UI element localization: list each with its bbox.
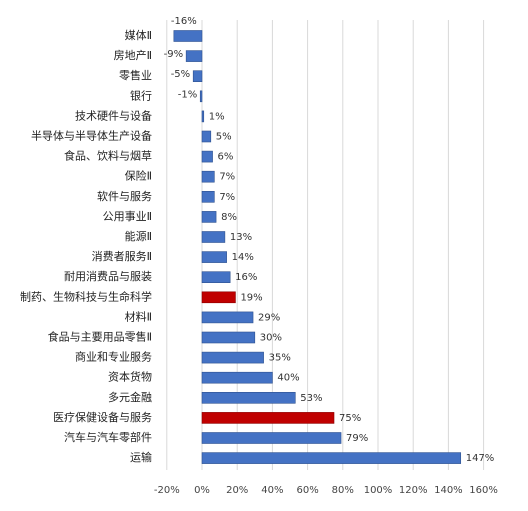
x-tick-label: 160% (469, 485, 498, 496)
bar (201, 391, 296, 404)
bar (201, 130, 212, 143)
category-label: 资本货物 (108, 370, 152, 384)
category-label: 零售业 (119, 68, 152, 82)
bar (201, 170, 215, 183)
bar (201, 110, 205, 123)
bar (173, 30, 203, 42)
x-tick-label: 60% (296, 485, 318, 496)
category-label: 食品、饮料与烟草 (64, 149, 152, 163)
category-label: 技术硬件与设备 (75, 108, 152, 122)
value-label: 14% (232, 252, 254, 263)
value-label: 19% (240, 292, 262, 303)
category-label: 银行 (130, 88, 152, 102)
value-label: 16% (235, 272, 257, 283)
value-label: 5% (216, 132, 232, 143)
x-tick-label: 80% (332, 485, 354, 496)
category-label: 半导体与半导体生产设备 (31, 129, 152, 143)
category-label: 能源Ⅱ (125, 229, 152, 243)
value-label: -9% (164, 49, 183, 60)
bars (173, 30, 462, 464)
category-label: 公用事业Ⅱ (103, 210, 152, 223)
bar (185, 50, 203, 62)
bar (201, 231, 226, 243)
value-label: 7% (219, 172, 235, 183)
value-label: 29% (258, 312, 280, 323)
bar (201, 432, 342, 444)
bar (192, 70, 203, 82)
x-tick-label: 140% (434, 485, 463, 496)
value-label: 13% (230, 232, 252, 243)
category-label: 运输 (130, 450, 152, 464)
value-label: 1% (209, 111, 225, 122)
x-tick-label: 0% (194, 485, 210, 496)
bar (201, 452, 462, 464)
bar (201, 331, 256, 344)
value-label: 53% (300, 393, 322, 404)
value-label: 40% (277, 373, 299, 384)
x-axis-ticks: -20% 0% 20% 40% 60% 80% 100% 120% 140% 160% (154, 485, 498, 496)
bar (201, 291, 236, 304)
x-tick-label: 100% (364, 485, 393, 496)
bar (201, 211, 217, 223)
value-label: 79% (346, 433, 368, 444)
bar (201, 150, 213, 163)
value-label: -1% (178, 89, 197, 100)
category-label: 材料Ⅱ (125, 309, 152, 323)
value-label: 35% (269, 353, 291, 364)
value-label: 7% (219, 192, 235, 203)
category-label: 汽车与汽车零部件 (64, 430, 152, 444)
category-labels: 媒体Ⅱ 房地产Ⅱ 零售业银行技术硬件与设备半导体与半导体生产设备食品、饮料与烟草保险… (20, 28, 152, 464)
category-label: 医疗保健设备与服务 (53, 410, 152, 424)
category-label: 媒体Ⅱ (125, 28, 152, 42)
category-label: 消费者服务Ⅱ (92, 249, 152, 263)
value-label: 75% (339, 413, 361, 424)
category-label: 耐用消费品与服装 (64, 269, 152, 283)
category-label: 食品与主要用品零售Ⅱ (48, 330, 152, 344)
category-label: 保险Ⅱ (125, 169, 152, 183)
x-tick-label: 20% (226, 485, 248, 496)
x-tick-label: 120% (399, 485, 428, 496)
value-label: 147% (466, 453, 495, 464)
value-label: 6% (218, 152, 234, 163)
bar (199, 90, 203, 103)
bar (201, 191, 215, 203)
category-label: 软件与服务 (97, 189, 152, 203)
bar (201, 271, 231, 284)
bar (201, 412, 335, 424)
bar (201, 251, 227, 263)
category-label: 多元金融 (108, 390, 152, 404)
value-label: -5% (171, 69, 190, 80)
x-tick-label: 40% (261, 485, 283, 496)
category-label: 商业和专业服务 (75, 350, 152, 364)
x-tick-label: -20% (154, 485, 180, 496)
bar (201, 351, 264, 364)
bar (201, 311, 254, 324)
value-label: -16% (171, 16, 197, 27)
value-label: 8% (221, 212, 237, 223)
category-label: 制药、生物科技与生命科学 (20, 289, 152, 303)
category-label: 房地产Ⅱ (114, 48, 152, 62)
value-labels: -16% -9% -5% -1% 1% 5% 6% 7% 7% 8% 13% 14% 16% 19% 29%… (164, 16, 495, 464)
bar (201, 371, 273, 384)
value-label: 30% (260, 333, 282, 344)
